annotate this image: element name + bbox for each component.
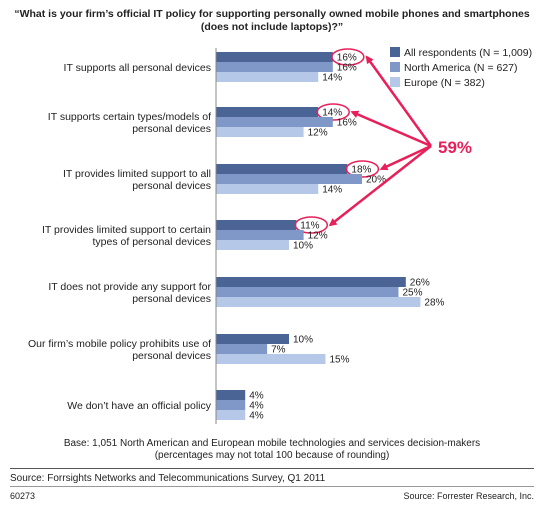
legend-swatch-europe: [390, 77, 400, 87]
data-label: 4%: [249, 411, 264, 422]
bar: [216, 390, 246, 400]
bar: [216, 174, 362, 184]
chart-title-line-2: (does not include laptops)?”: [200, 21, 344, 33]
data-label: 16%: [337, 63, 357, 74]
source-note: Source: Forrsights Networks and Telecomm…: [10, 473, 326, 484]
category-label-line: personal devices: [132, 350, 211, 362]
highlight-circle: [331, 48, 365, 66]
footer-divider-bottom: [10, 486, 534, 487]
bar: [216, 287, 399, 297]
data-label: 10%: [293, 241, 313, 252]
category-label-line: IT provides limited support to all: [63, 168, 211, 180]
bar: [216, 354, 326, 364]
footer-divider: [10, 468, 534, 469]
category-label-line: We don’t have an official policy: [67, 400, 212, 412]
category-label-line: IT does not provide any support for: [48, 281, 211, 293]
legend-label-north-america: North America (N = 627): [404, 62, 518, 74]
highlight-circle: [316, 103, 350, 121]
callout-arrow: [365, 55, 433, 147]
data-label: 15%: [330, 355, 350, 366]
category-label: IT supports all personal devices: [64, 62, 211, 74]
category-label: Our firm’s mobile policy prohibits use o…: [28, 338, 211, 362]
callout-arrow: [379, 144, 432, 171]
bar: [216, 410, 246, 420]
highlight-circle: [345, 160, 380, 178]
bar: [216, 117, 333, 127]
highlight-circle: [294, 216, 329, 234]
category-label-line: IT provides limited support to certain: [42, 224, 211, 236]
bar: [216, 72, 319, 82]
category-label-line: personal devices: [132, 180, 211, 192]
category-label: IT supports certain types/models of perso…: [48, 111, 211, 135]
bar: [216, 107, 319, 117]
category-label-line: personal devices: [132, 293, 211, 305]
data-label: 14%: [322, 73, 342, 84]
data-label: 4%: [249, 391, 264, 402]
category-label: IT provides limited support to certain ty…: [42, 224, 211, 248]
data-label: 12%: [308, 231, 328, 242]
credit-line: Source: Forrester Research, Inc.: [403, 491, 534, 501]
category-label: IT provides limited support to all person…: [63, 168, 211, 192]
base-note-line-2: (percentages may not total 100 because o…: [154, 450, 390, 461]
callout-arrow: [328, 145, 432, 227]
data-label: 11%: [300, 221, 319, 232]
data-label: 16%: [337, 53, 357, 64]
figure-id: 60273: [10, 491, 36, 501]
bar: [216, 400, 246, 410]
base-note: Base: 1,051 North American and European …: [0, 438, 544, 462]
bar: [216, 220, 297, 230]
category-label: IT does not provide any support for perso…: [48, 281, 211, 305]
category-label-line: Our firm’s mobile policy prohibits use o…: [28, 338, 211, 350]
bar: [216, 164, 348, 174]
chart-title-line-1: “What is your firm’s official IT policy …: [14, 8, 530, 20]
data-label: 7%: [271, 345, 286, 356]
data-label: 20%: [366, 175, 386, 186]
category-label: We don’t have an official policy: [67, 400, 212, 412]
callout-arrow: [350, 110, 432, 148]
data-label: 4%: [249, 401, 264, 412]
category-label-line: IT supports all personal devices: [64, 62, 211, 74]
bar: [216, 344, 268, 354]
category-label-line: IT supports certain types/models of: [48, 111, 211, 123]
legend-label-all-respondents: All respondents (N = 1,009): [404, 47, 533, 59]
data-label: 28%: [424, 298, 444, 309]
category-label-line: types of personal devices: [93, 236, 211, 248]
legend-swatch-north-america: [390, 62, 400, 72]
bar: [216, 52, 333, 62]
data-label: 16%: [337, 118, 357, 129]
data-label: 25%: [403, 288, 423, 299]
bar: [216, 297, 421, 307]
bar: [216, 127, 304, 137]
data-label: 14%: [322, 108, 342, 119]
bar: [216, 334, 289, 344]
data-label: 18%: [351, 165, 371, 176]
data-label: 26%: [410, 278, 430, 289]
data-label: 14%: [322, 185, 342, 196]
data-label: 10%: [293, 335, 313, 346]
legend-label-europe: Europe (N = 382): [404, 77, 485, 89]
bar: [216, 62, 333, 72]
callout-label: 59%: [438, 138, 472, 157]
category-label-line: personal devices: [132, 123, 211, 135]
base-note-line-1: Base: 1,051 North American and European …: [63, 438, 481, 449]
bar: [216, 184, 319, 194]
data-label: 12%: [308, 128, 328, 139]
bar: [216, 230, 304, 240]
bar: [216, 240, 289, 250]
legend-swatch-all-respondents: [390, 47, 400, 57]
chart-title: “What is your firm’s official IT policy …: [0, 8, 544, 34]
bar: [216, 277, 406, 287]
